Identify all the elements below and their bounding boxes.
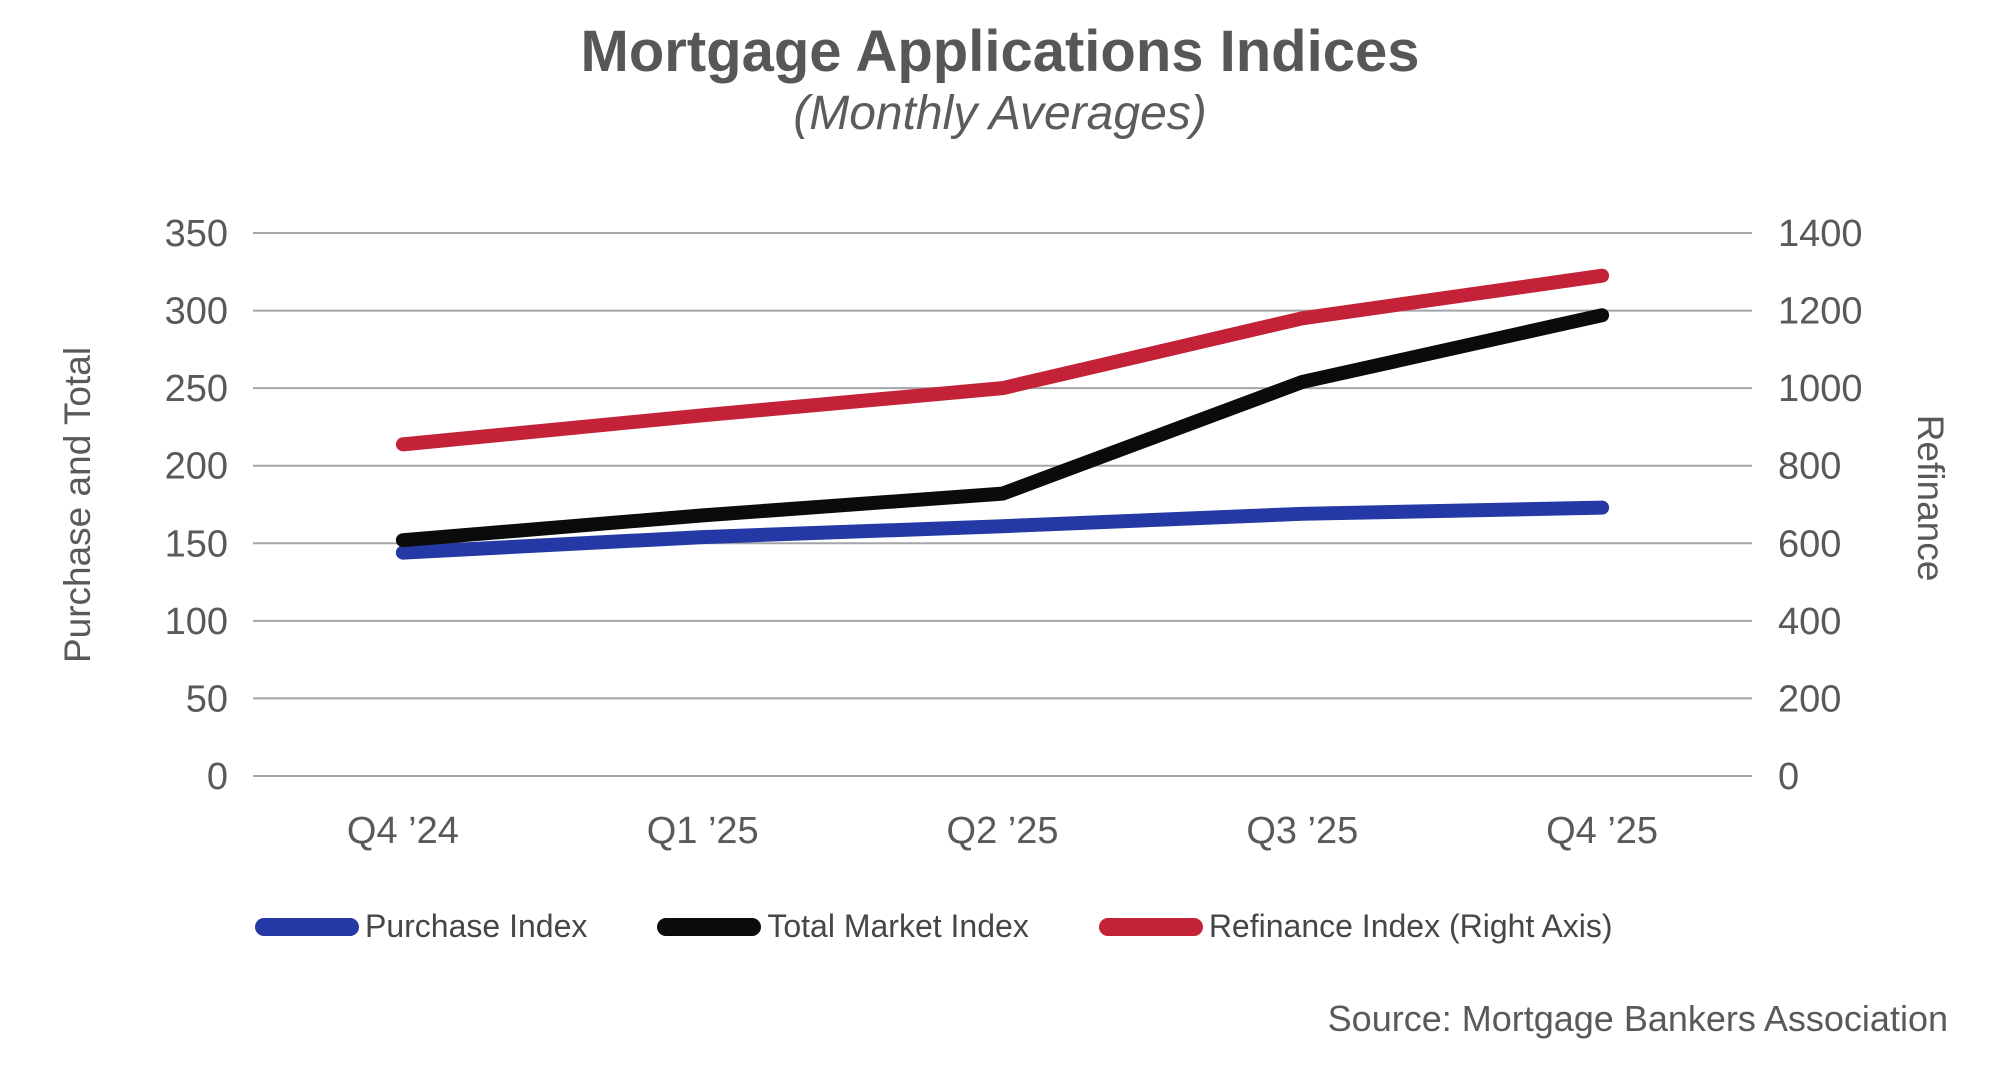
left-axis-tick-label: 300 xyxy=(165,291,228,333)
x-axis-tick-label: Q4 ’25 xyxy=(1546,810,1658,852)
legend-label: Refinance Index (Right Axis) xyxy=(1208,908,1613,944)
series-line-refinance-index-right-axis xyxy=(395,268,1610,452)
source-note: Source: Mortgage Bankers Association xyxy=(1327,998,1948,1039)
x-axis-tick-label: Q3 ’25 xyxy=(1246,810,1358,852)
right-axis-tick-label: 800 xyxy=(1778,446,1841,488)
total-line-swatch-icon xyxy=(657,917,762,936)
legend-item-refinance-index: Refinance Index (Right Axis) xyxy=(1098,908,1613,945)
x-axis-tick-label: Q2 ’25 xyxy=(947,810,1059,852)
legend: Purchase Index Total Market Index Refina… xyxy=(255,908,1613,945)
x-axis-tick-label: Q4 ’24 xyxy=(347,810,459,852)
chart-title: Mortgage Applications Indices xyxy=(580,19,1420,84)
right-axis-tick-label: 400 xyxy=(1778,601,1841,643)
series-line-purchase-index xyxy=(395,500,1610,560)
right-axis-tick-label: 600 xyxy=(1778,523,1841,565)
right-axis-title: Refinance xyxy=(1910,414,1951,582)
chart-subtitle: (Monthly Averages) xyxy=(793,87,1207,140)
purchase-line-swatch-icon xyxy=(255,917,359,936)
right-axis-tick-label: 1200 xyxy=(1778,291,1863,333)
series-line-total-market-index xyxy=(395,308,1610,548)
left-axis-tick-label: 350 xyxy=(165,213,228,255)
right-axis-tick-label: 1400 xyxy=(1778,213,1863,255)
legend-label: Purchase Index xyxy=(365,908,588,944)
legend-item-total-market-index: Total Market Index xyxy=(657,908,1029,945)
left-axis-tick-label: 250 xyxy=(165,368,228,410)
left-axis-tick-label: 200 xyxy=(165,446,228,488)
x-axis-tick-label: Q1 ’25 xyxy=(647,810,759,852)
legend-label: Total Market Index xyxy=(767,908,1029,944)
left-axis-title: Purchase and Total xyxy=(57,346,98,664)
left-axis-tick-label: 50 xyxy=(186,678,228,720)
right-axis-tick-label: 200 xyxy=(1778,678,1841,720)
refinance-line-swatch-icon xyxy=(1098,917,1203,936)
left-axis-tick-label: 150 xyxy=(165,523,228,565)
left-axis-tick-label: 100 xyxy=(165,601,228,643)
right-axis-tick-label: 1000 xyxy=(1778,368,1863,410)
legend-item-purchase-index: Purchase Index xyxy=(255,908,587,945)
right-axis-tick-label: 0 xyxy=(1778,756,1799,798)
left-axis-tick-label: 0 xyxy=(207,756,228,798)
